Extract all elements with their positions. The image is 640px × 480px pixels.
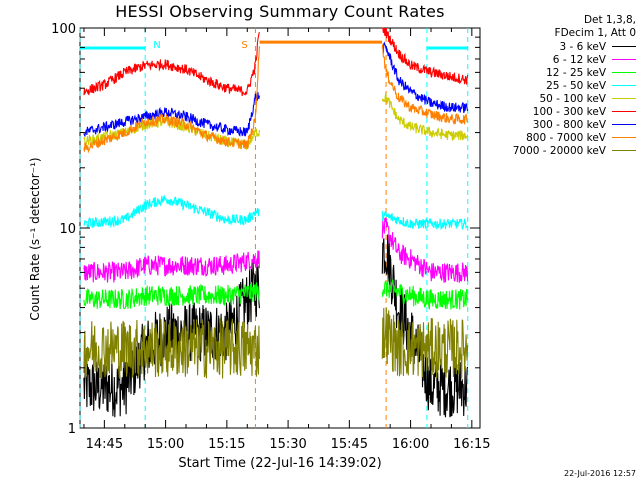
- series-line: [83, 41, 469, 138]
- series-line: [83, 278, 469, 310]
- series-line: [83, 217, 469, 283]
- legend-entry: 3 - 6 keV: [476, 40, 636, 53]
- legend-header-line-1: Det 1,3,8,: [583, 14, 636, 26]
- legend-swatch: [612, 98, 636, 99]
- x-tick-label: 16:15: [453, 437, 490, 452]
- legend-entries: 3 - 6 keV 6 - 12 keV 12 - 25 keV 25 - 50 ke…: [476, 40, 636, 157]
- x-tick-label: 15:00: [147, 437, 184, 452]
- x-axis-label: Start Time (22-Jul-16 14:39:02): [178, 456, 382, 471]
- legend-entry-label: 12 - 25 keV: [546, 66, 606, 79]
- legend-entry: 800 - 7000 keV: [476, 131, 636, 144]
- legend-entry: 100 - 300 keV: [476, 105, 636, 118]
- series-line: [83, 43, 469, 154]
- legend: Det 1,3,8, FDecim 1, Att 0 3 - 6 keV 6 - …: [476, 14, 636, 157]
- legend-entry-label: 6 - 12 keV: [552, 53, 606, 66]
- legend-entry: 25 - 50 keV: [476, 79, 636, 92]
- x-tick-label: 15:15: [208, 437, 245, 452]
- legend-entry: 12 - 25 keV: [476, 66, 636, 79]
- legend-swatch: [612, 137, 636, 138]
- legend-entry-label: 300 - 800 keV: [532, 118, 606, 131]
- series-lines: [83, 27, 469, 418]
- x-tick-label: 15:45: [331, 437, 368, 452]
- x-tick-label: 16:00: [392, 437, 429, 452]
- legend-swatch: [612, 46, 636, 47]
- legend-swatch: [612, 150, 636, 151]
- legend-swatch: [612, 59, 636, 60]
- legend-header-line-2: FDecim 1, Att 0: [554, 27, 636, 39]
- legend-entry: 50 - 100 keV: [476, 92, 636, 105]
- legend-entry-label: 7000 - 20000 keV: [512, 144, 606, 157]
- series-line: [83, 307, 469, 379]
- generation-timestamp: 22-Jul-2016 12:57: [563, 469, 636, 478]
- y-tick-label: 1: [68, 422, 76, 437]
- orbit-marker-label: S: [241, 40, 247, 51]
- y-tick-label: 10: [59, 222, 76, 237]
- legend-entry-label: 800 - 7000 keV: [526, 131, 606, 144]
- x-tick-label: 15:30: [269, 437, 306, 452]
- legend-entry-label: 50 - 100 keV: [539, 92, 606, 105]
- y-axis-label: Count Rate (s⁻¹ detector⁻¹): [28, 157, 42, 321]
- legend-entry-label: 3 - 6 keV: [559, 40, 606, 53]
- chart-title: HESSI Observing Summary Count Rates: [115, 2, 445, 21]
- legend-swatch: [612, 85, 636, 86]
- y-axis: 1 10 100: [51, 22, 480, 437]
- x-axis: 14:45 15:00 15:15 15:30 15:45 16:00 16:15: [83, 28, 491, 452]
- legend-swatch: [612, 72, 636, 73]
- legend-swatch: [612, 124, 636, 125]
- legend-entry-label: 25 - 50 keV: [546, 79, 606, 92]
- series-line: [83, 27, 469, 96]
- orbit-marker-label: N: [153, 40, 160, 51]
- legend-entry: 300 - 800 keV: [476, 118, 636, 131]
- x-tick-label: 14:45: [86, 437, 123, 452]
- series-line: [83, 195, 469, 231]
- legend-entry: 6 - 12 keV: [476, 53, 636, 66]
- legend-entry: 7000 - 20000 keV: [476, 144, 636, 157]
- y-tick-label: 100: [51, 22, 76, 37]
- legend-entry-label: 100 - 300 keV: [532, 105, 606, 118]
- legend-swatch: [612, 111, 636, 112]
